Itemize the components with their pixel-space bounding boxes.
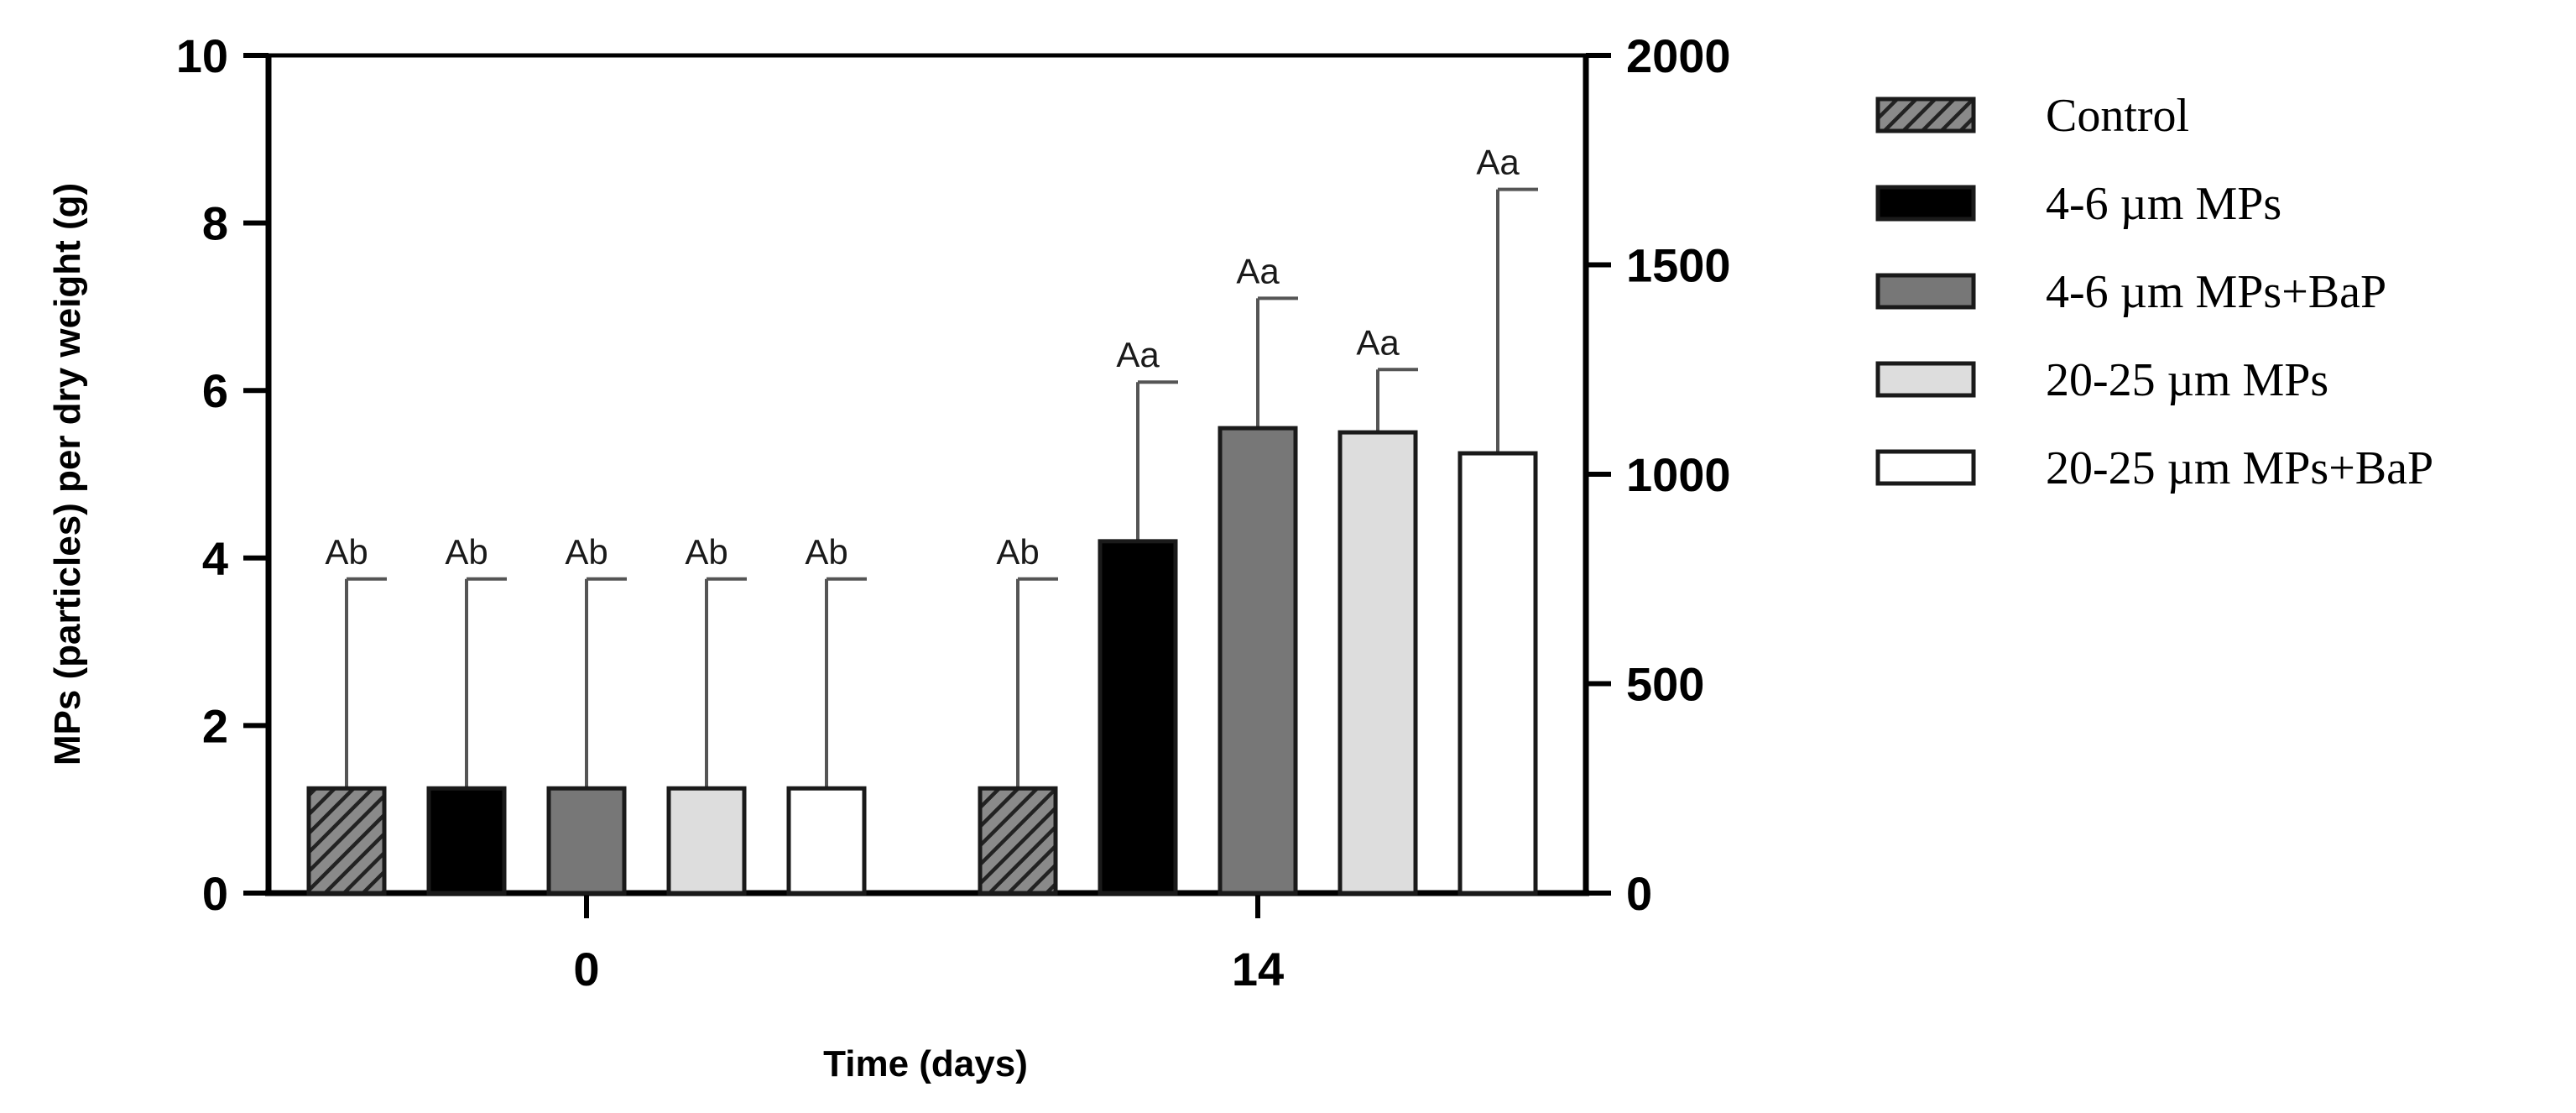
significance-label: Ab (805, 532, 847, 572)
bar (666, 786, 747, 896)
significance-label: Ab (565, 532, 607, 572)
right-y-tick-label: 1000 (1626, 448, 1731, 501)
left-y-tick-label: 10 (176, 29, 228, 82)
legend: Control 4-6 µm MPs 4-6 µm MPs+BaP 20-25 µm … (1875, 90, 2433, 494)
bar (786, 786, 867, 896)
x-tick-label: 14 (1232, 943, 1284, 995)
x-axis-title: Time (days) (823, 1043, 1028, 1084)
legend-swatch (1875, 185, 1976, 222)
significance-label: Aa (1476, 143, 1520, 182)
significance-letters: Ab Ab Ab Ab Ab Ab Aa Aa Aa Aa (325, 143, 1520, 572)
significance-label: Ab (325, 532, 368, 572)
bar (546, 786, 627, 896)
x-tick-label: 0 (573, 943, 599, 995)
significance-label: Aa (1236, 251, 1280, 290)
right-y-tick-label: 1500 (1626, 239, 1731, 292)
legend-swatch (1875, 97, 1976, 133)
bar (1218, 426, 1298, 896)
legend-label: 4-6 µm MPs+BaP (2046, 266, 2386, 318)
significance-label: Ab (685, 532, 727, 572)
significance-label: Aa (1116, 335, 1160, 374)
left-y-tick-label: 0 (202, 867, 228, 920)
legend-label: Control (2046, 90, 2189, 142)
legend-swatch (1875, 273, 1976, 310)
left-y-ticks: 0 2 4 6 8 10 (176, 29, 269, 920)
right-y-tick-label: 2000 (1626, 29, 1731, 82)
left-y-tick-label: 8 (202, 197, 228, 250)
left-y-tick-label: 2 (202, 699, 228, 752)
legend-label: 20-25 µm MPs (2046, 354, 2328, 406)
right-y-ticks: 0 500 1000 1500 2000 (1586, 29, 1731, 920)
legend-swatch (1875, 361, 1976, 398)
bar (978, 786, 1058, 896)
x-ticks: 0 14 (573, 893, 1284, 995)
right-y-tick-label: 0 (1626, 867, 1652, 920)
bar (1098, 539, 1178, 896)
bar (1457, 451, 1538, 896)
bars (306, 426, 1538, 896)
left-y-tick-label: 6 (202, 364, 228, 417)
error-bars (345, 187, 1538, 789)
legend-swatch (1875, 449, 1976, 486)
legend-label: 4-6 µm MPs (2046, 178, 2281, 230)
bar (1338, 430, 1418, 896)
bar (306, 786, 387, 896)
significance-label: Ab (996, 532, 1039, 572)
left-y-tick-label: 4 (202, 532, 228, 585)
bar (426, 786, 507, 896)
legend-label: 20-25 µm MPs+BaP (2046, 442, 2433, 494)
y-axis-title: MPs (particles) per dry weight (g) (47, 183, 88, 766)
significance-label: Aa (1356, 322, 1400, 362)
significance-label: Ab (445, 532, 488, 572)
right-y-tick-label: 500 (1626, 658, 1704, 711)
